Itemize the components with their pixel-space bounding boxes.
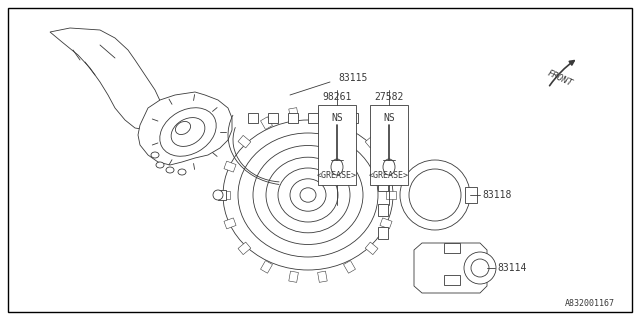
Polygon shape xyxy=(220,191,230,199)
Polygon shape xyxy=(414,243,487,293)
Text: 83118: 83118 xyxy=(482,190,511,200)
Ellipse shape xyxy=(151,152,159,158)
Polygon shape xyxy=(444,275,460,285)
Polygon shape xyxy=(378,154,388,166)
Ellipse shape xyxy=(175,122,191,134)
Polygon shape xyxy=(378,204,388,216)
Polygon shape xyxy=(317,108,327,119)
Text: <GREASE>: <GREASE> xyxy=(317,171,357,180)
Ellipse shape xyxy=(278,168,338,222)
Polygon shape xyxy=(268,113,278,123)
Polygon shape xyxy=(238,135,251,148)
Text: 83114: 83114 xyxy=(497,263,526,273)
Ellipse shape xyxy=(213,190,223,200)
Ellipse shape xyxy=(409,169,461,221)
Polygon shape xyxy=(260,117,273,130)
Polygon shape xyxy=(224,161,236,172)
Ellipse shape xyxy=(383,159,395,175)
Polygon shape xyxy=(444,243,460,253)
Polygon shape xyxy=(365,135,378,148)
Ellipse shape xyxy=(238,133,378,257)
Polygon shape xyxy=(288,113,298,123)
Bar xyxy=(370,105,408,185)
Polygon shape xyxy=(380,161,392,172)
Polygon shape xyxy=(248,113,258,123)
Polygon shape xyxy=(378,179,388,191)
Polygon shape xyxy=(344,260,355,273)
Text: FRONT: FRONT xyxy=(546,68,574,88)
Polygon shape xyxy=(317,271,327,282)
Ellipse shape xyxy=(253,146,363,244)
Ellipse shape xyxy=(156,162,164,168)
Polygon shape xyxy=(138,92,232,165)
Ellipse shape xyxy=(171,117,205,147)
Polygon shape xyxy=(224,218,236,229)
Text: NS: NS xyxy=(331,113,343,123)
Ellipse shape xyxy=(331,159,343,175)
Polygon shape xyxy=(348,113,358,123)
Bar xyxy=(318,105,356,185)
Ellipse shape xyxy=(266,157,350,233)
Ellipse shape xyxy=(178,169,186,175)
Ellipse shape xyxy=(166,167,174,173)
Polygon shape xyxy=(378,227,388,239)
Ellipse shape xyxy=(160,108,216,156)
Polygon shape xyxy=(238,242,251,255)
Text: 98261: 98261 xyxy=(323,92,352,102)
Polygon shape xyxy=(50,28,165,130)
Polygon shape xyxy=(260,260,273,273)
Polygon shape xyxy=(365,242,378,255)
Polygon shape xyxy=(328,113,338,123)
Text: NS: NS xyxy=(383,113,395,123)
Text: 27582: 27582 xyxy=(374,92,404,102)
Text: <GREASE>: <GREASE> xyxy=(369,171,409,180)
Polygon shape xyxy=(289,271,298,282)
Polygon shape xyxy=(344,117,355,130)
Ellipse shape xyxy=(464,252,496,284)
Polygon shape xyxy=(386,191,396,199)
Text: A832001167: A832001167 xyxy=(565,299,615,308)
Polygon shape xyxy=(218,190,226,200)
Polygon shape xyxy=(289,108,298,119)
Polygon shape xyxy=(380,218,392,229)
Ellipse shape xyxy=(290,179,326,211)
Ellipse shape xyxy=(471,259,489,277)
Ellipse shape xyxy=(223,120,393,270)
Ellipse shape xyxy=(400,160,470,230)
Polygon shape xyxy=(465,187,477,203)
Text: 83115: 83115 xyxy=(338,73,367,83)
Polygon shape xyxy=(308,113,318,123)
